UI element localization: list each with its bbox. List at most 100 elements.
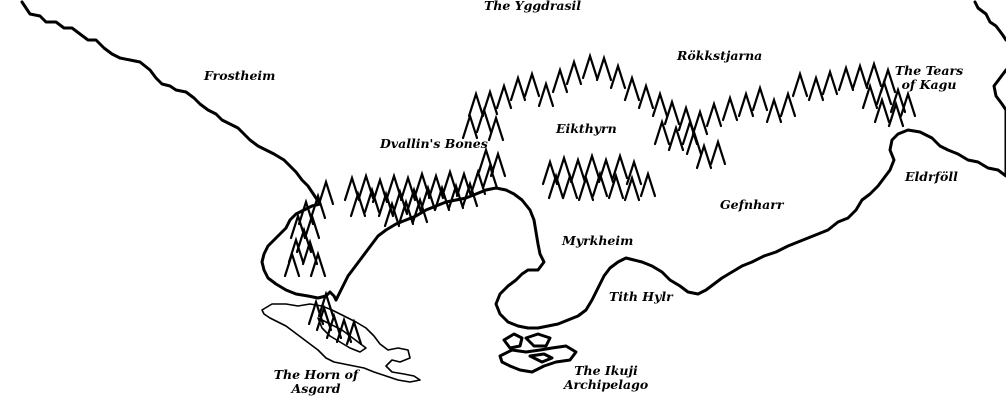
mountain-peak — [303, 212, 321, 240]
mountain-peak — [875, 78, 893, 106]
mountain-peak — [721, 94, 739, 122]
mountain-peak — [591, 170, 609, 198]
mountain-peak — [695, 142, 713, 170]
label-frostheim: Frostheim — [204, 68, 276, 83]
mountain-peak — [467, 90, 485, 118]
label-rokkstjarna: Rökkstjarna — [677, 48, 763, 63]
mountain-peak — [317, 178, 335, 206]
mountain-peak — [705, 100, 723, 128]
mountain-peak — [611, 152, 629, 180]
mountain-peak — [345, 318, 363, 346]
mountain-peak — [561, 172, 579, 200]
label-eikthyrn: Eikthyrn — [556, 121, 617, 136]
mountain-peak — [607, 172, 625, 200]
west-peninsula-coastline — [260, 202, 338, 302]
mountain-peak — [433, 184, 451, 212]
mountain-peak — [837, 64, 855, 92]
mountain-peak — [577, 174, 595, 202]
mountain-peak — [737, 90, 755, 118]
eastern-inlet-coastline — [334, 68, 1006, 330]
north-coastline — [20, 0, 322, 206]
mountain-peak — [301, 238, 319, 266]
mountain-peak — [317, 290, 335, 318]
label-the-yggdrasil: The Yggdrasil — [484, 0, 582, 13]
mountain-peak — [807, 74, 825, 102]
mountain-peak — [779, 90, 797, 118]
mountain-peak — [461, 112, 479, 140]
mountain-peak — [653, 118, 671, 146]
mountain-peak — [583, 152, 601, 180]
mountain-peak — [475, 106, 493, 134]
mountain-peak — [495, 82, 513, 110]
label-the-tears-of-kagu: The Tears of Kagu — [894, 64, 964, 92]
ikuji-islands — [498, 332, 578, 374]
mountain-peak — [419, 184, 437, 212]
mountain-peak — [821, 68, 839, 96]
mountain-peak — [487, 114, 505, 142]
label-gefnharr: Gefnharr — [720, 197, 784, 212]
mountain-peak — [625, 158, 643, 186]
mountain-peak — [851, 62, 869, 90]
label-horn-line2: Asgard — [291, 381, 341, 396]
mountain-peak — [481, 162, 499, 190]
label-tears-line1: The Tears — [894, 63, 964, 78]
label-eldrfoll: Eldrföll — [905, 169, 958, 184]
mountain-peak — [623, 74, 641, 102]
label-ikuji-line1: The Ikuji — [574, 363, 638, 378]
mountain-peak — [383, 200, 401, 228]
mountain-peak — [411, 196, 429, 224]
mountain-peak — [663, 98, 681, 126]
mountain-peak — [335, 316, 353, 344]
mountain-peak — [489, 150, 507, 178]
mountain-peak — [523, 70, 541, 98]
mountain-peak — [667, 124, 685, 152]
mountain-peak — [865, 60, 883, 88]
label-tith-hylr: Tith Hylr — [609, 289, 673, 304]
mountain-peak — [889, 86, 907, 114]
mountain-peak — [709, 138, 727, 166]
mountain-peak — [343, 174, 361, 202]
mountain-peak — [651, 90, 669, 118]
mountain-peak — [509, 74, 527, 102]
mountain-peak — [569, 156, 587, 184]
mountain-peak — [791, 70, 809, 98]
mountain-peak — [385, 172, 403, 200]
mountain-peak — [309, 192, 327, 220]
mountain-peak — [639, 170, 657, 198]
mountain-peak — [309, 250, 327, 278]
mountain-peak — [447, 182, 465, 210]
mountain-peak — [349, 190, 367, 218]
mountain-peak — [879, 66, 897, 94]
mountain-peak — [315, 304, 333, 332]
mountain-peak — [397, 198, 415, 226]
mountain-peak — [595, 54, 613, 82]
mountain-peak — [623, 174, 641, 202]
mountain-peak — [551, 66, 569, 94]
mountain-peak — [581, 52, 599, 80]
mountain-peak — [873, 96, 891, 124]
mountain-peak — [765, 96, 783, 124]
mountain-peak — [461, 180, 479, 208]
mountain-peak — [899, 90, 917, 118]
mountain-peak — [751, 84, 769, 112]
label-the-horn-of-asgard: The Horn of Asgard — [266, 368, 366, 396]
northeast-coastline — [973, 0, 1006, 42]
label-myrkheim: Myrkheim — [562, 233, 634, 248]
mountain-ranges — [283, 52, 917, 346]
mountain-peak — [283, 250, 301, 278]
label-the-ikuji-archipelago: The Ikuji Archipelago — [556, 364, 656, 392]
mountain-peak — [555, 154, 573, 182]
mountain-peak — [887, 100, 905, 128]
mountain-peak — [609, 62, 627, 90]
mountain-peak — [691, 108, 709, 136]
mountain-peak — [547, 172, 565, 200]
label-dvallins-bones: Dvallin's Bones — [380, 136, 488, 151]
mountain-peak — [481, 88, 499, 116]
mountain-peak — [363, 186, 381, 214]
label-tears-line2: of Kagu — [901, 77, 957, 92]
label-horn-line1: The Horn of — [273, 367, 359, 382]
label-ikuji-line2: Archipelago — [563, 377, 649, 392]
mountain-peak — [537, 80, 555, 108]
